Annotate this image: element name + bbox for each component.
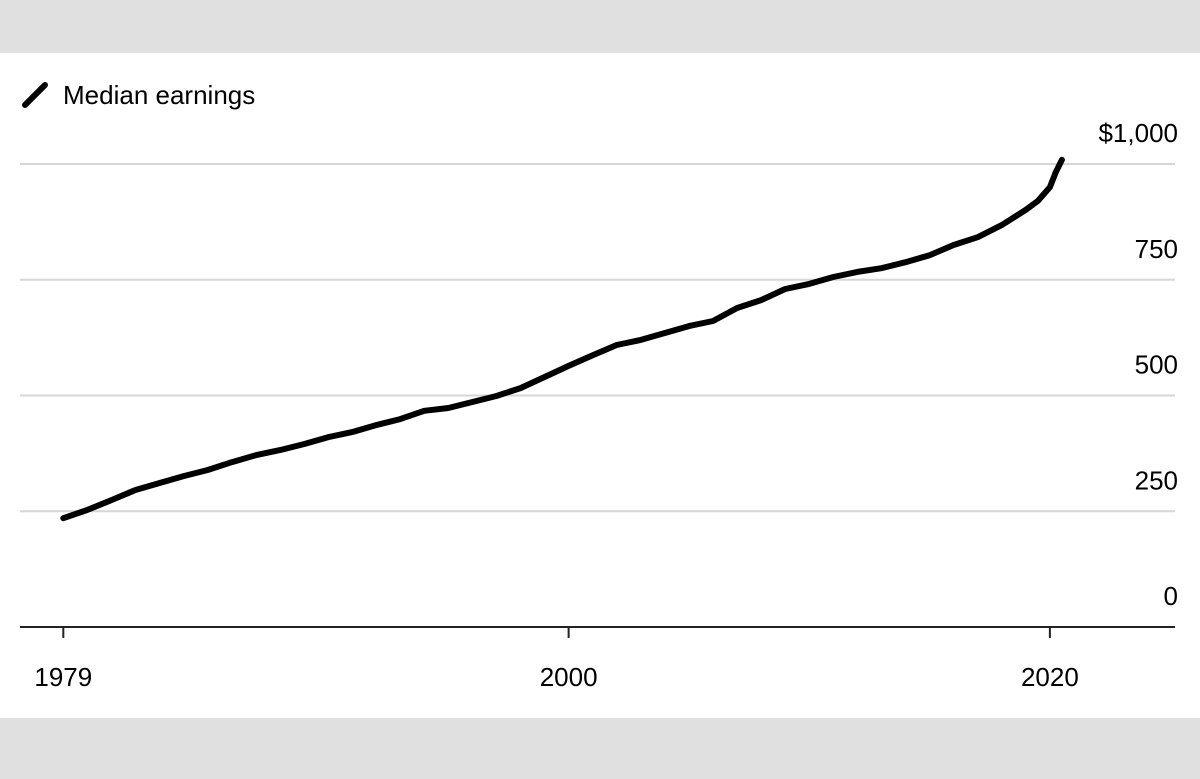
data-line	[60, 156, 1065, 522]
legend-swatch	[22, 82, 48, 108]
y-tick-label: 750	[1135, 234, 1178, 264]
x-tick-label: 1979	[34, 662, 92, 692]
y-tick-label: 0	[1164, 581, 1178, 611]
y-tick-label: $1,000	[1098, 118, 1178, 148]
y-tick-label: 500	[1135, 350, 1178, 380]
y-tick-label: 250	[1135, 465, 1178, 495]
x-tick-label: 2000	[540, 662, 598, 692]
x-tick-label: 2020	[1021, 662, 1079, 692]
legend-label: Median earnings	[63, 80, 255, 110]
chart-panel	[0, 53, 1200, 718]
